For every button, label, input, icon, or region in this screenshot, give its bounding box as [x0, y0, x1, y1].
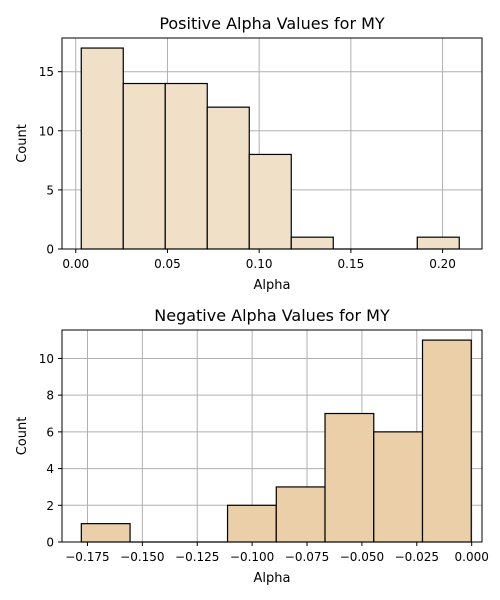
x-tick-label: 0.00: [62, 257, 89, 271]
histogram-bar: [248, 153, 292, 250]
y-tick-label: 10: [39, 352, 54, 366]
positive-alpha-histogram: Positive Alpha Values for MY 0.00 0.05 0.1…: [15, 14, 483, 293]
x-tick-label: −0.175: [65, 550, 109, 564]
histogram-bar: [80, 523, 131, 543]
histogram-bar: [416, 236, 460, 250]
x-axis-ticks: 0.00 0.05 0.10 0.15 0.20: [62, 249, 456, 271]
chart-title: Positive Alpha Values for MY: [159, 14, 385, 33]
x-tick-label: 0.20: [429, 257, 456, 271]
x-tick-label: −0.050: [340, 550, 384, 564]
plot-frame: [61, 37, 483, 250]
x-tick-label: −0.100: [230, 550, 274, 564]
x-tick-label: −0.125: [175, 550, 219, 564]
histogram-bar: [80, 47, 124, 250]
y-tick-label: 6: [46, 425, 54, 439]
x-tick-label: 0.15: [338, 257, 365, 271]
y-axis-ticks: 0 5 10 15: [39, 65, 62, 257]
histogram-bars: [80, 47, 460, 250]
x-axis-label: Alpha: [254, 278, 291, 293]
histogram-bar: [164, 82, 208, 250]
y-tick-label: 15: [39, 65, 54, 79]
plot-frame: [61, 329, 483, 543]
x-tick-label: −0.075: [285, 550, 329, 564]
chart-title: Negative Alpha Values for MY: [154, 306, 390, 325]
negative-alpha-histogram: Negative Alpha Values for MY −0.175 −0.15…: [15, 306, 489, 586]
y-axis-label: Count: [15, 124, 30, 163]
histogram-bar: [122, 82, 166, 250]
y-axis-label: Count: [15, 417, 30, 456]
y-tick-label: 5: [46, 183, 54, 197]
x-tick-label: 0.05: [154, 257, 181, 271]
histogram-bar: [290, 236, 334, 250]
x-tick-label: 0.000: [455, 550, 489, 564]
histogram-bar: [275, 486, 326, 543]
y-tick-label: 2: [46, 499, 54, 513]
histogram-bar: [421, 339, 472, 543]
y-tick-label: 0: [46, 536, 54, 550]
histogram-bar: [373, 431, 424, 543]
y-tick-label: 0: [46, 243, 54, 257]
y-axis-ticks: 0 2 4 6 8 10: [39, 352, 62, 550]
x-tick-label: 0.10: [246, 257, 273, 271]
x-axis-label: Alpha: [254, 571, 291, 586]
histogram-bars: [80, 339, 472, 543]
x-axis-ticks: −0.175 −0.150 −0.125 −0.100 −0.075 −0.050 −0.0…: [65, 542, 489, 564]
y-tick-label: 8: [46, 389, 54, 403]
y-tick-label: 10: [39, 124, 54, 138]
histogram-bar: [324, 412, 375, 543]
y-tick-label: 4: [46, 462, 54, 476]
histogram-bar: [206, 106, 250, 250]
x-tick-label: −0.025: [395, 550, 439, 564]
x-tick-label: −0.150: [120, 550, 164, 564]
histogram-bar: [226, 504, 277, 543]
